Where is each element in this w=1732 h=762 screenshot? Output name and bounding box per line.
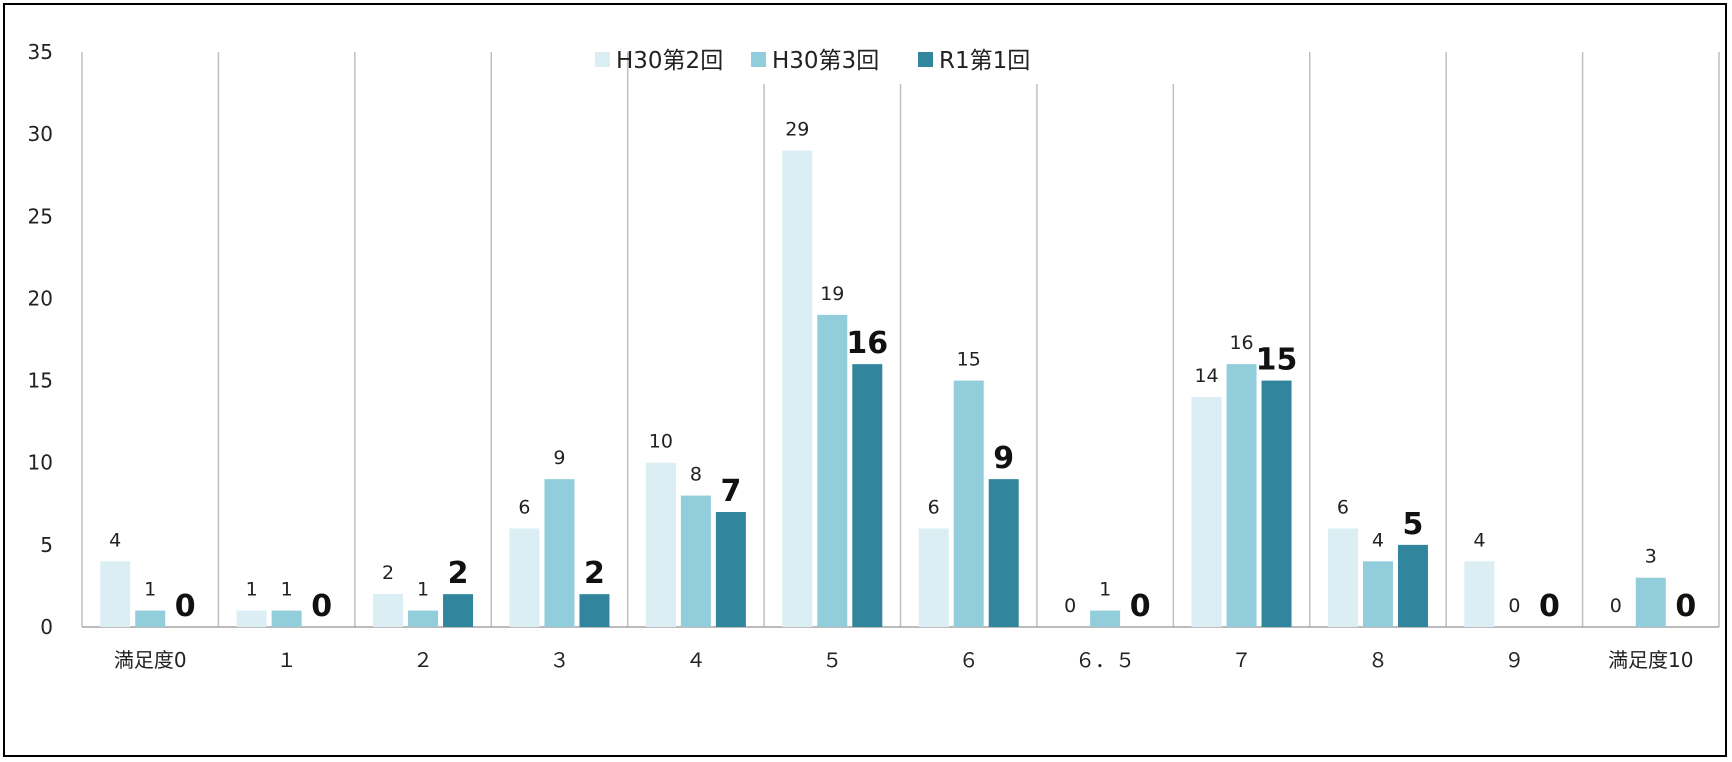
bar-R1第1回 [1397,544,1428,627]
legend-swatch [918,52,933,67]
data-label: 19 [820,283,844,305]
x-tick-label: 満足度10 [1608,648,1693,672]
bar-H30第2回 [918,528,949,627]
bar-H30第2回 [373,594,404,627]
bar-H30第2回 [1464,561,1495,627]
bar-H30第3回 [135,610,166,627]
y-tick-label: 5 [40,533,53,557]
bar-H30第3回 [1362,561,1393,627]
y-tick-label: 30 [28,122,53,146]
bar-H30第2回 [782,150,813,628]
x-tick-label: ９ [1504,648,1524,672]
data-label: 0 [1508,595,1520,617]
data-label: 0 [1610,595,1622,617]
data-label: 5 [1403,507,1424,542]
data-label: 4 [109,529,121,551]
data-label: 2 [382,562,394,584]
y-tick-label: 35 [28,40,53,64]
data-label: 4 [1372,529,1384,551]
data-label: 1 [281,579,293,601]
bar-H30第2回 [100,561,131,627]
bar-H30第2回 [1191,397,1222,627]
data-label: 0 [311,589,332,624]
bar-R1第1回 [579,594,610,627]
data-label: 9 [993,441,1014,476]
bar-H30第3回 [271,610,302,627]
data-label: 0 [1539,589,1560,624]
bar-H30第2回 [645,462,676,627]
data-label: 0 [1675,589,1696,624]
bar-H30第3回 [953,380,984,627]
bar-H30第3回 [408,610,439,627]
legend-swatch [595,52,610,67]
data-label: 1 [246,579,258,601]
chart-frame: 0 5 10 15 20 25 30 35 4 1 0 満足度0 1 1 0 １ 2 1 2 ２ 6 9 2 ３ 10 8 7 ４ 29… [3,3,1727,757]
y-tick-label: 25 [28,204,53,228]
bar-R1第1回 [715,512,746,627]
x-tick-label: ７ [1232,648,1252,672]
x-tick-label: １ [277,648,297,672]
data-label: 6 [1337,496,1349,518]
bar-H30第2回 [236,610,267,627]
data-label: 6 [518,496,530,518]
x-tick-label: 満足度0 [114,648,187,672]
data-label: 8 [690,464,702,486]
x-tick-label: ６ [959,648,979,672]
legend-label: H30第3回 [772,48,879,74]
data-label: 16 [1229,332,1253,354]
data-label: 10 [649,431,673,453]
bar-R1第1回 [988,479,1019,627]
data-label: 0 [1130,589,1151,624]
bar-H30第2回 [1327,528,1358,627]
data-label: 1 [1099,579,1111,601]
data-label: 15 [1256,343,1298,378]
data-label: 2 [448,556,469,591]
x-tick-label: ３ [549,648,569,672]
legend-label: R1第1回 [939,48,1030,74]
data-label: 14 [1194,365,1218,387]
data-label: 1 [417,579,429,601]
legend-label: H30第2回 [616,48,723,74]
data-label: 0 [1064,595,1076,617]
bar-H30第2回 [509,528,540,627]
y-tick-label: 0 [40,615,53,639]
bar-H30第3回 [817,314,848,627]
data-label: 15 [957,349,981,371]
x-tick-label: ６．５ [1075,648,1135,672]
data-label: 9 [553,447,565,469]
x-tick-label: ４ [686,648,706,672]
bar-H30第3回 [1226,364,1257,627]
data-label: 2 [584,556,605,591]
bar-H30第3回 [680,495,711,627]
x-tick-label: ２ [413,648,433,672]
bar-R1第1回 [443,594,474,627]
bar-H30第3回 [544,479,575,627]
data-label: 16 [846,326,888,361]
bar-H30第3回 [1090,610,1121,627]
data-label: 0 [175,589,196,624]
legend-swatch [751,52,766,67]
x-tick-label: ８ [1368,648,1388,672]
y-tick-label: 10 [28,451,53,475]
y-tick-label: 20 [28,286,53,310]
data-label: 7 [720,474,741,509]
data-label: 6 [928,496,940,518]
data-label: 1 [144,579,156,601]
bar-H30第3回 [1635,577,1666,627]
bar-R1第1回 [852,364,883,627]
bar-R1第1回 [1261,380,1292,627]
data-label: 29 [785,119,809,141]
x-tick-label: ５ [822,648,842,672]
data-label: 4 [1473,529,1485,551]
y-tick-label: 15 [28,369,53,393]
data-label: 3 [1645,546,1657,568]
